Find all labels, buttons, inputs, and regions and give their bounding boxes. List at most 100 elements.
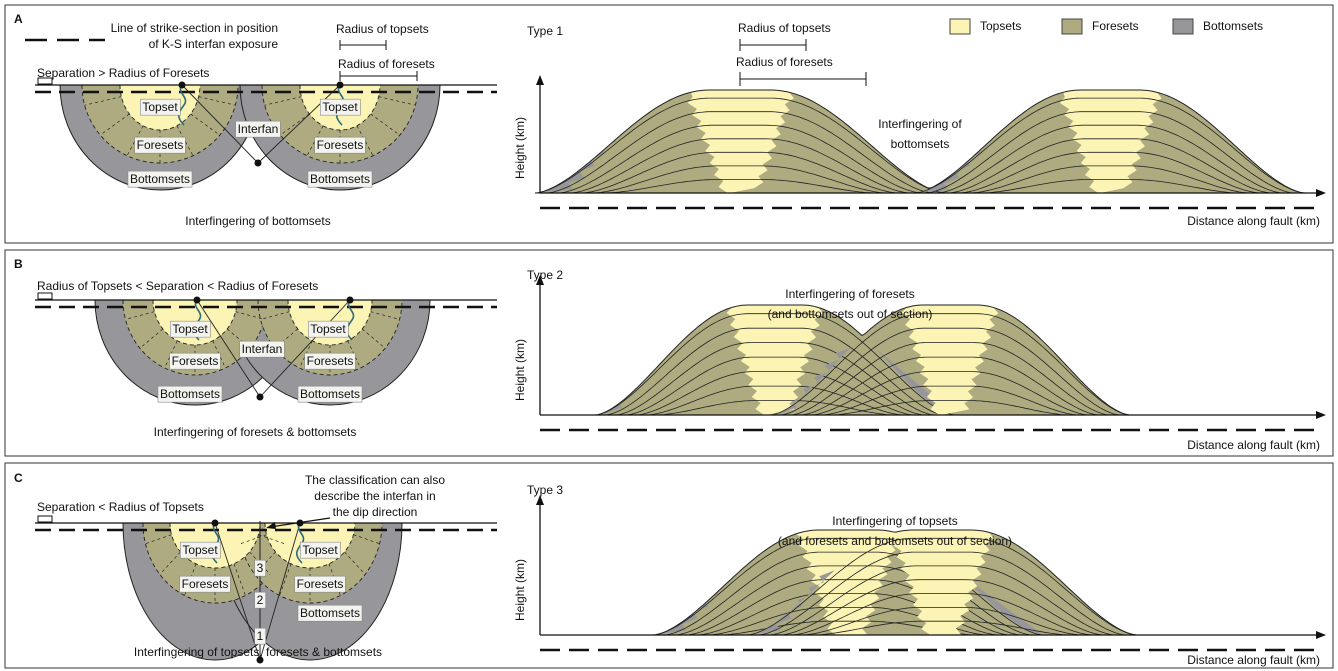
label: Distance along fault (km) (1187, 214, 1320, 228)
label: Radius of foresets (736, 55, 833, 69)
layer-line (535, 151, 943, 193)
layer-line (653, 579, 1043, 635)
section-layers (595, 305, 1130, 415)
foreset-body (595, 305, 1130, 415)
label: of K-S interfan exposure (149, 37, 279, 51)
label: Foresets (182, 577, 229, 591)
label: Radius of topsets (336, 22, 429, 36)
bottomset-flank (747, 570, 835, 635)
label-box (239, 340, 285, 358)
label: Foresets (137, 138, 184, 152)
fault-marker (37, 515, 53, 523)
label: C (14, 471, 23, 485)
label: (and bottomsets out of section) (768, 307, 933, 321)
label: Line of strike-section in position (111, 21, 278, 35)
layer-line (747, 579, 1137, 635)
label: Topset (302, 543, 338, 557)
foreset-radial (378, 96, 416, 106)
label: Foresets (297, 577, 344, 591)
layer-line (770, 385, 1130, 415)
foreset-radial (212, 340, 226, 369)
label: Foresets (307, 354, 354, 368)
label-box (297, 385, 363, 403)
layer-line (770, 327, 1130, 415)
label: A (14, 12, 23, 26)
foreset-radial (164, 340, 178, 369)
layer-line (653, 607, 1043, 635)
label: Interfan (238, 122, 279, 136)
label: (and foresets and bottomsets out of sect… (778, 534, 1012, 548)
label-box (294, 575, 346, 593)
layer-line (770, 356, 1130, 415)
label: B (14, 257, 23, 271)
label: Topset (310, 322, 346, 336)
label: Bottomsets (300, 387, 360, 401)
layer-line (914, 97, 1305, 193)
x-arrow (1316, 631, 1326, 639)
layer-line (747, 620, 1137, 635)
foreset-radial (260, 311, 290, 320)
label: Foresets (172, 354, 219, 368)
apex-dot (193, 296, 201, 304)
label: Interfan (242, 342, 283, 356)
separation-line (196, 299, 261, 398)
layer-line (653, 565, 1043, 635)
fault-marker (37, 77, 53, 85)
layer-line (535, 179, 943, 193)
label: the dip direction (333, 505, 418, 519)
label: Topset (142, 100, 178, 114)
legend-swatch (949, 18, 971, 35)
label-box (180, 541, 221, 559)
layer-line (915, 165, 1305, 193)
label-box (157, 385, 223, 403)
foreset-radial (100, 113, 130, 136)
foreset-radial (145, 534, 172, 545)
label-box (314, 136, 366, 154)
foreset-radial (353, 534, 380, 545)
layer-line (770, 371, 1130, 415)
topset-core (1059, 90, 1162, 193)
layer-line (595, 385, 955, 415)
panel-frame (4, 249, 1334, 457)
label-box (140, 98, 181, 116)
label-box (304, 352, 356, 370)
foreset-radial (84, 96, 122, 106)
layer-line (746, 537, 1137, 635)
label: Topset (172, 322, 208, 336)
apex-dot (346, 296, 354, 304)
label: Interfingering of foresets & bottomsets (154, 425, 357, 439)
layer-line (535, 138, 943, 193)
label-box (308, 320, 349, 338)
label-box (235, 120, 281, 138)
label-box (254, 591, 266, 609)
foreset-radial (258, 534, 285, 545)
label: Height (km) (513, 117, 527, 179)
layer-line (747, 551, 1137, 635)
layer-line (915, 179, 1305, 193)
foreset-radial (190, 113, 220, 136)
label: Bottomsets (1203, 19, 1263, 33)
label: describe the interfan in (314, 489, 435, 503)
topset-core (901, 305, 999, 415)
label: 2 (257, 593, 264, 607)
label-box (300, 541, 341, 559)
bottomset-flank (874, 347, 955, 415)
separation-line (259, 522, 301, 661)
layer-line (535, 97, 944, 193)
foreset-radial (280, 113, 310, 136)
scale-bar (339, 40, 387, 50)
foreset-radial (347, 340, 361, 369)
foreset-radial (370, 113, 400, 136)
layer-line (653, 593, 1043, 635)
foreset-radial (235, 311, 265, 320)
label: Foresets (317, 138, 364, 152)
scale-bar (339, 71, 418, 81)
label: Type 2 (527, 268, 563, 282)
label-box (254, 559, 266, 577)
layer-line (653, 551, 1043, 635)
layer-line (535, 111, 943, 193)
layer-line (595, 327, 955, 415)
label-box (297, 604, 363, 622)
layer-line (653, 620, 1043, 635)
